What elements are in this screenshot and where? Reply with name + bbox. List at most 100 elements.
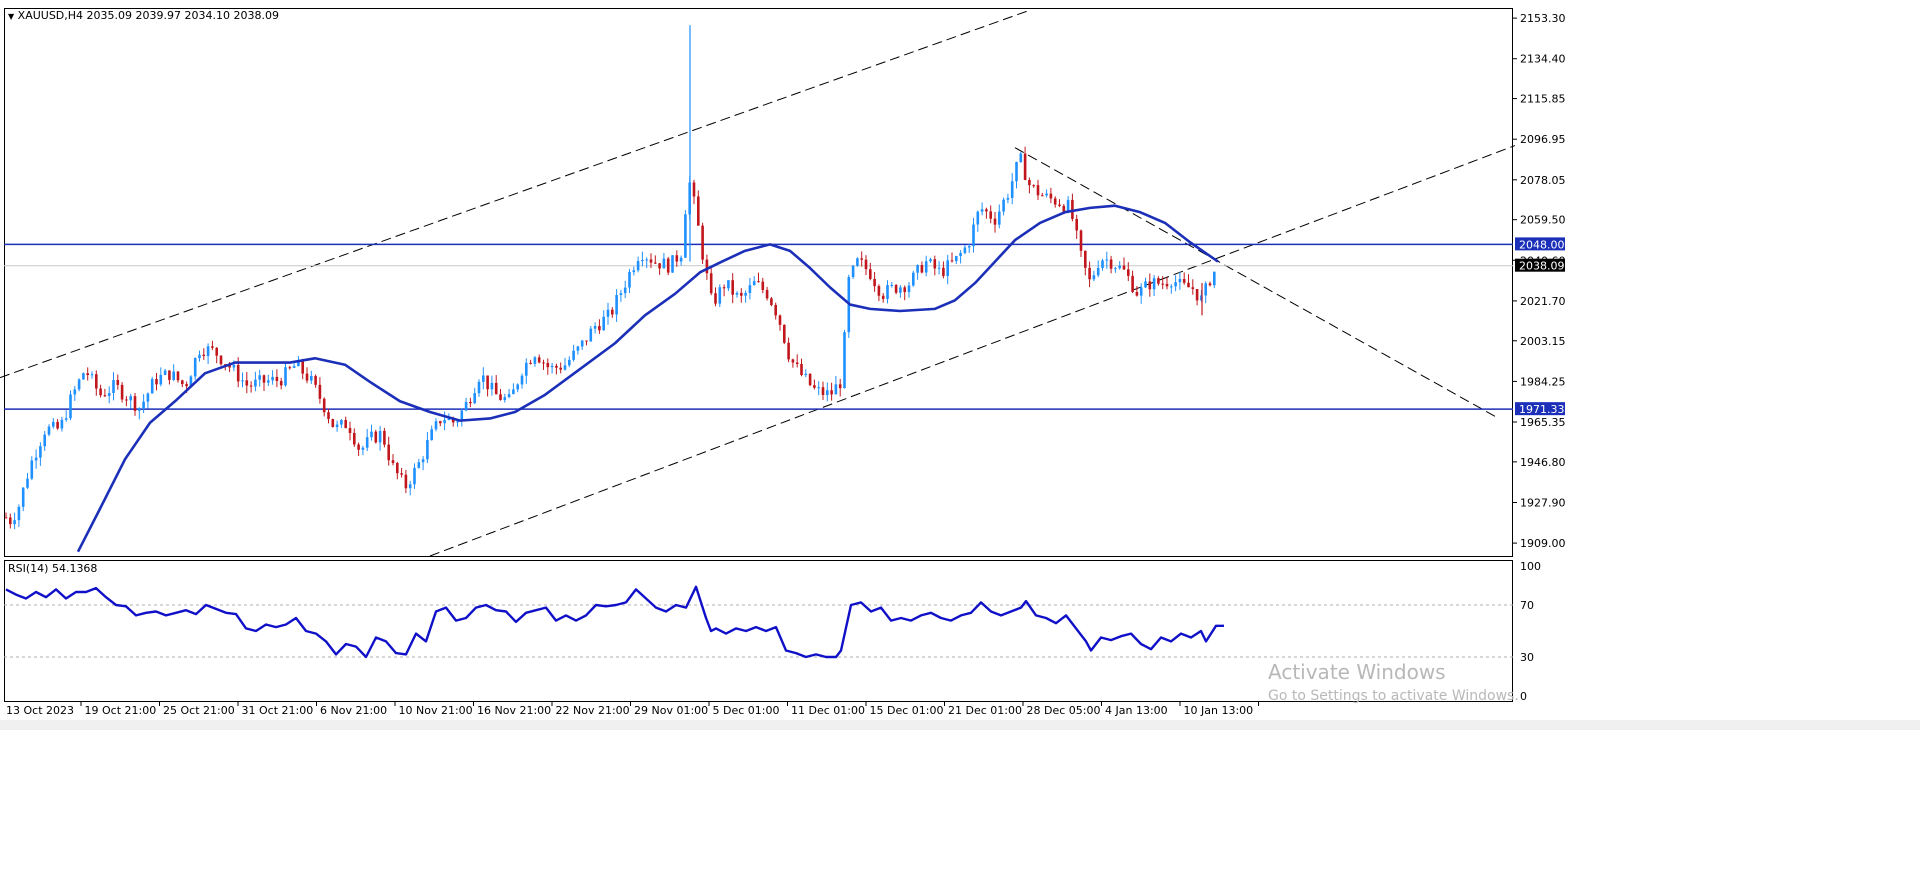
candle <box>658 263 661 275</box>
candle <box>374 429 378 444</box>
candle <box>439 420 442 427</box>
candle <box>404 469 408 494</box>
candle <box>890 281 894 288</box>
candle <box>1208 281 1212 287</box>
candle <box>138 407 141 420</box>
candle <box>998 204 1001 229</box>
candle <box>808 373 812 387</box>
candle <box>1187 274 1190 288</box>
candle <box>774 302 777 320</box>
candle <box>589 325 593 342</box>
candle <box>1204 281 1207 304</box>
candle <box>1105 251 1109 269</box>
candle <box>34 449 38 469</box>
collapse-triangle-icon[interactable]: ▼ <box>8 12 15 21</box>
candle <box>460 408 464 427</box>
candle <box>1075 214 1078 239</box>
candle <box>129 393 132 409</box>
rsi-axis-label: 100 <box>1520 560 1541 573</box>
candle <box>408 480 412 496</box>
candle <box>1165 277 1169 290</box>
candle <box>830 382 833 401</box>
candle <box>722 284 726 297</box>
candle <box>568 356 571 368</box>
candle <box>1032 184 1035 188</box>
candle <box>955 255 958 265</box>
candle <box>572 344 575 362</box>
activate-windows-subtitle: Go to Settings to activate Windows. <box>1268 688 1519 704</box>
candle <box>1131 270 1134 294</box>
candle <box>417 458 421 469</box>
candle <box>623 280 627 299</box>
candle <box>473 387 476 405</box>
candle <box>396 461 399 480</box>
candle <box>9 513 12 529</box>
candle <box>1213 271 1216 289</box>
candle <box>26 472 29 490</box>
candle <box>464 397 468 412</box>
candle <box>146 392 150 409</box>
candle <box>1178 271 1182 290</box>
candle <box>1144 277 1147 288</box>
candle <box>959 250 962 264</box>
candle <box>1152 274 1156 296</box>
rsi-axis-label: 30 <box>1520 651 1534 664</box>
candle <box>765 286 769 301</box>
candle <box>537 354 541 364</box>
candle <box>993 211 997 233</box>
candle <box>1071 193 1074 222</box>
candle <box>327 408 330 424</box>
candle <box>60 416 64 432</box>
candle <box>86 367 89 381</box>
candle <box>262 374 266 391</box>
candle <box>202 348 206 360</box>
candle <box>980 202 984 216</box>
candle <box>426 432 429 464</box>
candle <box>727 280 730 292</box>
candle <box>731 273 734 304</box>
candle <box>770 296 773 307</box>
time-axis-label: 4 Jan 13:00 <box>1105 704 1168 717</box>
candle <box>73 385 77 401</box>
candle <box>292 363 296 369</box>
candle <box>163 369 167 376</box>
candle <box>1006 193 1010 204</box>
candle <box>95 370 98 396</box>
candle <box>942 261 945 279</box>
candle <box>155 372 158 391</box>
candle <box>813 379 816 390</box>
candle <box>1036 179 1040 200</box>
trendline-3 <box>1014 147 1496 417</box>
candle <box>271 370 274 385</box>
candle <box>628 269 631 294</box>
candle <box>39 442 42 466</box>
candle <box>606 302 610 325</box>
candle <box>1139 283 1143 304</box>
time-axis-label: 10 Jan 13:00 <box>1184 704 1254 717</box>
candle <box>1015 161 1018 189</box>
candle <box>791 358 795 368</box>
candle <box>430 425 433 441</box>
ohlc-values: 2035.09 2039.97 2034.10 2038.09 <box>86 9 279 22</box>
candle <box>378 425 382 451</box>
candle <box>619 289 623 302</box>
candle <box>82 372 85 380</box>
candle <box>679 255 683 266</box>
candle <box>520 373 524 389</box>
candle <box>43 431 46 451</box>
candle <box>357 442 360 457</box>
candle <box>103 388 107 398</box>
candle <box>611 307 614 318</box>
candle <box>718 284 722 307</box>
candle <box>172 364 175 382</box>
candle <box>636 256 640 273</box>
candle <box>1195 288 1199 306</box>
candle <box>52 418 55 429</box>
candle <box>469 397 472 408</box>
candle <box>99 384 102 398</box>
candle <box>649 253 653 269</box>
candle <box>602 310 605 331</box>
candle <box>1109 255 1113 274</box>
candle <box>933 255 937 276</box>
